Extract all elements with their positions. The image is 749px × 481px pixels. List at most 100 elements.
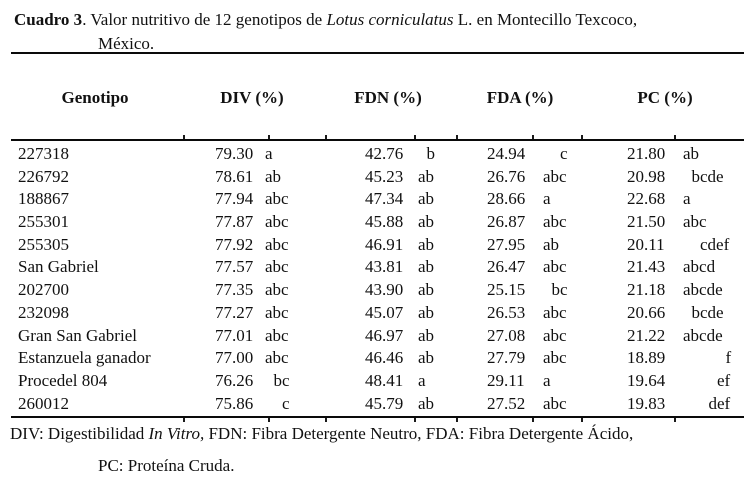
fda-value: 29.11 — [487, 370, 525, 390]
fda-sig-letters: a — [543, 189, 551, 209]
column-divider-tick — [674, 135, 676, 139]
div-sig-letters: abc — [265, 302, 289, 322]
genotype-cell: 255301 — [18, 212, 69, 232]
pc-sig-letters: bcde — [683, 302, 724, 322]
fda-sig-letters: abc — [543, 302, 567, 322]
genotype-cell: 232098 — [18, 302, 69, 322]
table-row: 255305 77.92 abc 46.91 ab 27.95 ab 20.11… — [0, 234, 749, 257]
fdn-sig-letters: ab — [418, 348, 435, 368]
caption-species-name: Lotus corniculatus — [326, 10, 454, 29]
div-sig-letters: abc — [265, 348, 289, 368]
fdn-value: 43.90 — [365, 280, 404, 300]
column-divider-tick — [456, 135, 458, 139]
fda-value: 26.76 — [487, 166, 526, 186]
pc-sig-letters: ef — [683, 370, 731, 390]
div-sig-letters: abc — [265, 234, 289, 254]
fda-sig-letters: abc — [543, 166, 567, 186]
table-row: 226792 78.61 ab 45.23 ab 26.76 abc 20.98… — [0, 166, 749, 189]
fdn-value: 48.41 — [365, 370, 404, 390]
fdn-sig-letters: b — [418, 144, 436, 163]
div-sig-letters: c — [265, 393, 290, 413]
div-sig-letters: abc — [265, 257, 289, 277]
fdn-value: 45.23 — [365, 166, 404, 186]
fda-value: 27.95 — [487, 234, 526, 254]
fda-sig-letters: abc — [543, 393, 567, 413]
table-row: 202700 77.35 abc 43.90 ab 25.15 bc 21.18… — [0, 279, 749, 302]
fda-sig-letters: abc — [543, 257, 567, 277]
genotype-cell: Estanzuela ganador — [18, 348, 151, 368]
column-divider-tick — [581, 418, 583, 422]
header-divider-rule — [11, 139, 744, 141]
table-row: 260012 75.86 c 45.79 ab 27.52 abc 19.83 … — [0, 393, 749, 416]
table-row: Estanzuela ganador 77.00 abc 46.46 ab 27… — [0, 347, 749, 370]
col-header-fdn: FDN (%) — [354, 88, 422, 107]
fdn-value: 46.91 — [365, 234, 404, 254]
fda-sig-letters: abc — [543, 212, 567, 232]
pc-value: 20.98 — [627, 166, 666, 186]
div-sig-letters: abc — [265, 325, 289, 345]
fdn-value: 45.79 — [365, 393, 404, 413]
column-divider-tick — [581, 135, 583, 139]
fda-sig-letters: abc — [543, 348, 567, 368]
pc-sig-letters: cdef — [683, 234, 730, 254]
pc-sig-letters: f — [683, 348, 732, 368]
caption-text-2: L. en Montecillo Texcoco, — [453, 10, 638, 29]
table-body: 227318 79.30 a 42.76 b 24.94 c 21.80 ab … — [0, 143, 749, 415]
fda-value: 25.15 — [487, 280, 526, 300]
div-value: 77.35 — [215, 280, 254, 300]
div-value: 77.94 — [215, 189, 254, 209]
column-divider-tick — [268, 418, 270, 422]
table-bottom-rule — [11, 416, 744, 418]
genotype-cell: 255305 — [18, 234, 69, 254]
pc-sig-letters: bcde — [683, 166, 724, 186]
pc-value: 21.43 — [627, 257, 666, 277]
table-row: 255301 77.87 abc 45.88 ab 26.87 abc 21.5… — [0, 211, 749, 234]
fda-value: 26.47 — [487, 257, 526, 277]
fdn-value: 45.88 — [365, 212, 404, 232]
fdn-sig-letters: ab — [418, 189, 435, 209]
table-row: Procedel 804 76.26 bc 48.41 a 29.11 a 19… — [0, 370, 749, 393]
table-row: Gran San Gabriel 77.01 abc 46.97 ab 27.0… — [0, 325, 749, 348]
footnote-line-1: DIV: Digestibilidad In Vitro, FDN: Fibra… — [10, 423, 633, 444]
div-value: 76.26 — [215, 370, 254, 390]
fda-sig-letters: c — [543, 144, 568, 163]
div-sig-letters: a — [265, 144, 273, 163]
fda-sig-letters: ab — [543, 234, 560, 254]
fdn-sig-letters: ab — [418, 166, 435, 186]
caption-text-1: . Valor nutritivo de 12 genotipos de — [82, 10, 327, 29]
genotype-cell: Procedel 804 — [18, 370, 108, 390]
fdn-value: 46.46 — [365, 348, 404, 368]
div-sig-letters: abc — [265, 212, 289, 232]
fda-value: 27.79 — [487, 348, 526, 368]
footnote-text-1: DIV: Digestibilidad — [10, 424, 149, 443]
table-row: 227318 79.30 a 42.76 b 24.94 c 21.80 ab — [0, 143, 749, 166]
fda-sig-letters: bc — [543, 280, 568, 300]
col-header-fda: FDA (%) — [486, 88, 554, 107]
pc-value: 21.80 — [627, 144, 666, 163]
title-divider-rule — [11, 52, 744, 54]
table-row: 188867 77.94 abc 47.34 ab 28.66 a 22.68 … — [0, 188, 749, 211]
footnote-invitro-italic: In Vitro, — [148, 424, 205, 443]
div-sig-letters: abc — [265, 280, 289, 300]
fdn-value: 47.34 — [365, 189, 404, 209]
div-value: 77.00 — [215, 348, 254, 368]
div-sig-letters: abc — [265, 189, 289, 209]
fdn-sig-letters: ab — [418, 234, 435, 254]
pc-value: 18.89 — [627, 348, 666, 368]
column-divider-tick — [414, 135, 416, 139]
fdn-sig-letters: ab — [418, 393, 435, 413]
col-header-genotype: Genotipo — [61, 88, 129, 107]
column-divider-tick — [268, 135, 270, 139]
pc-sig-letters: a — [683, 189, 691, 209]
div-value: 79.30 — [215, 144, 254, 163]
table-row: 232098 77.27 abc 45.07 ab 26.53 abc 20.6… — [0, 302, 749, 325]
genotype-cell: San Gabriel — [18, 257, 99, 277]
column-divider-tick — [183, 418, 185, 422]
fdn-sig-letters: ab — [418, 280, 435, 300]
table-caption: Cuadro 3. Valor nutritivo de 12 genotipo… — [14, 9, 637, 31]
fdn-value: 45.07 — [365, 302, 404, 322]
fda-value: 26.87 — [487, 212, 526, 232]
genotype-cell: 202700 — [18, 280, 69, 300]
column-divider-tick — [532, 418, 534, 422]
column-divider-tick — [325, 418, 327, 422]
